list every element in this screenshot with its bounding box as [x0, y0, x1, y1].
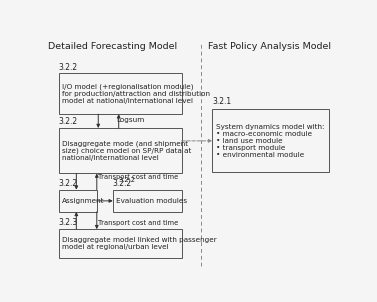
FancyBboxPatch shape — [59, 229, 182, 258]
Text: Transport cost and time: Transport cost and time — [98, 220, 178, 226]
Text: Disaggregate mode (and shipment
size) choice model on SP/RP data at
national/int: Disaggregate mode (and shipment size) ch… — [62, 140, 192, 161]
Text: 3.2.2: 3.2.2 — [59, 179, 78, 188]
Text: 3.2.2: 3.2.2 — [119, 177, 136, 183]
FancyBboxPatch shape — [59, 190, 97, 212]
FancyBboxPatch shape — [59, 73, 182, 114]
Text: Fast Policy Analysis Model: Fast Policy Analysis Model — [208, 42, 331, 51]
Text: 3.2.2: 3.2.2 — [113, 179, 132, 188]
Text: 3.2.2: 3.2.2 — [59, 63, 78, 72]
Text: Evaluation modules: Evaluation modules — [116, 198, 187, 204]
Text: Logsum: Logsum — [116, 117, 144, 124]
Text: Assignment: Assignment — [62, 198, 105, 204]
FancyBboxPatch shape — [59, 128, 182, 173]
Text: Detailed Forecasting Model: Detailed Forecasting Model — [48, 42, 178, 51]
Text: System dynamics model with:
• macro-economic module
• land use module
• transpor: System dynamics model with: • macro-econ… — [216, 124, 324, 158]
Text: Disaggregate model linked with passenger
model at regional/urban level: Disaggregate model linked with passenger… — [62, 237, 217, 250]
Text: Transport cost and time: Transport cost and time — [98, 174, 178, 180]
Text: 3.2.1: 3.2.1 — [212, 98, 231, 107]
FancyBboxPatch shape — [212, 110, 329, 172]
FancyBboxPatch shape — [113, 190, 182, 212]
Text: 3.2.2: 3.2.2 — [59, 117, 78, 126]
Text: I/O model (+regionalisation module)
for production/attraction and distribution
m: I/O model (+regionalisation module) for … — [62, 84, 210, 104]
Text: 3.2.3: 3.2.3 — [59, 218, 78, 227]
